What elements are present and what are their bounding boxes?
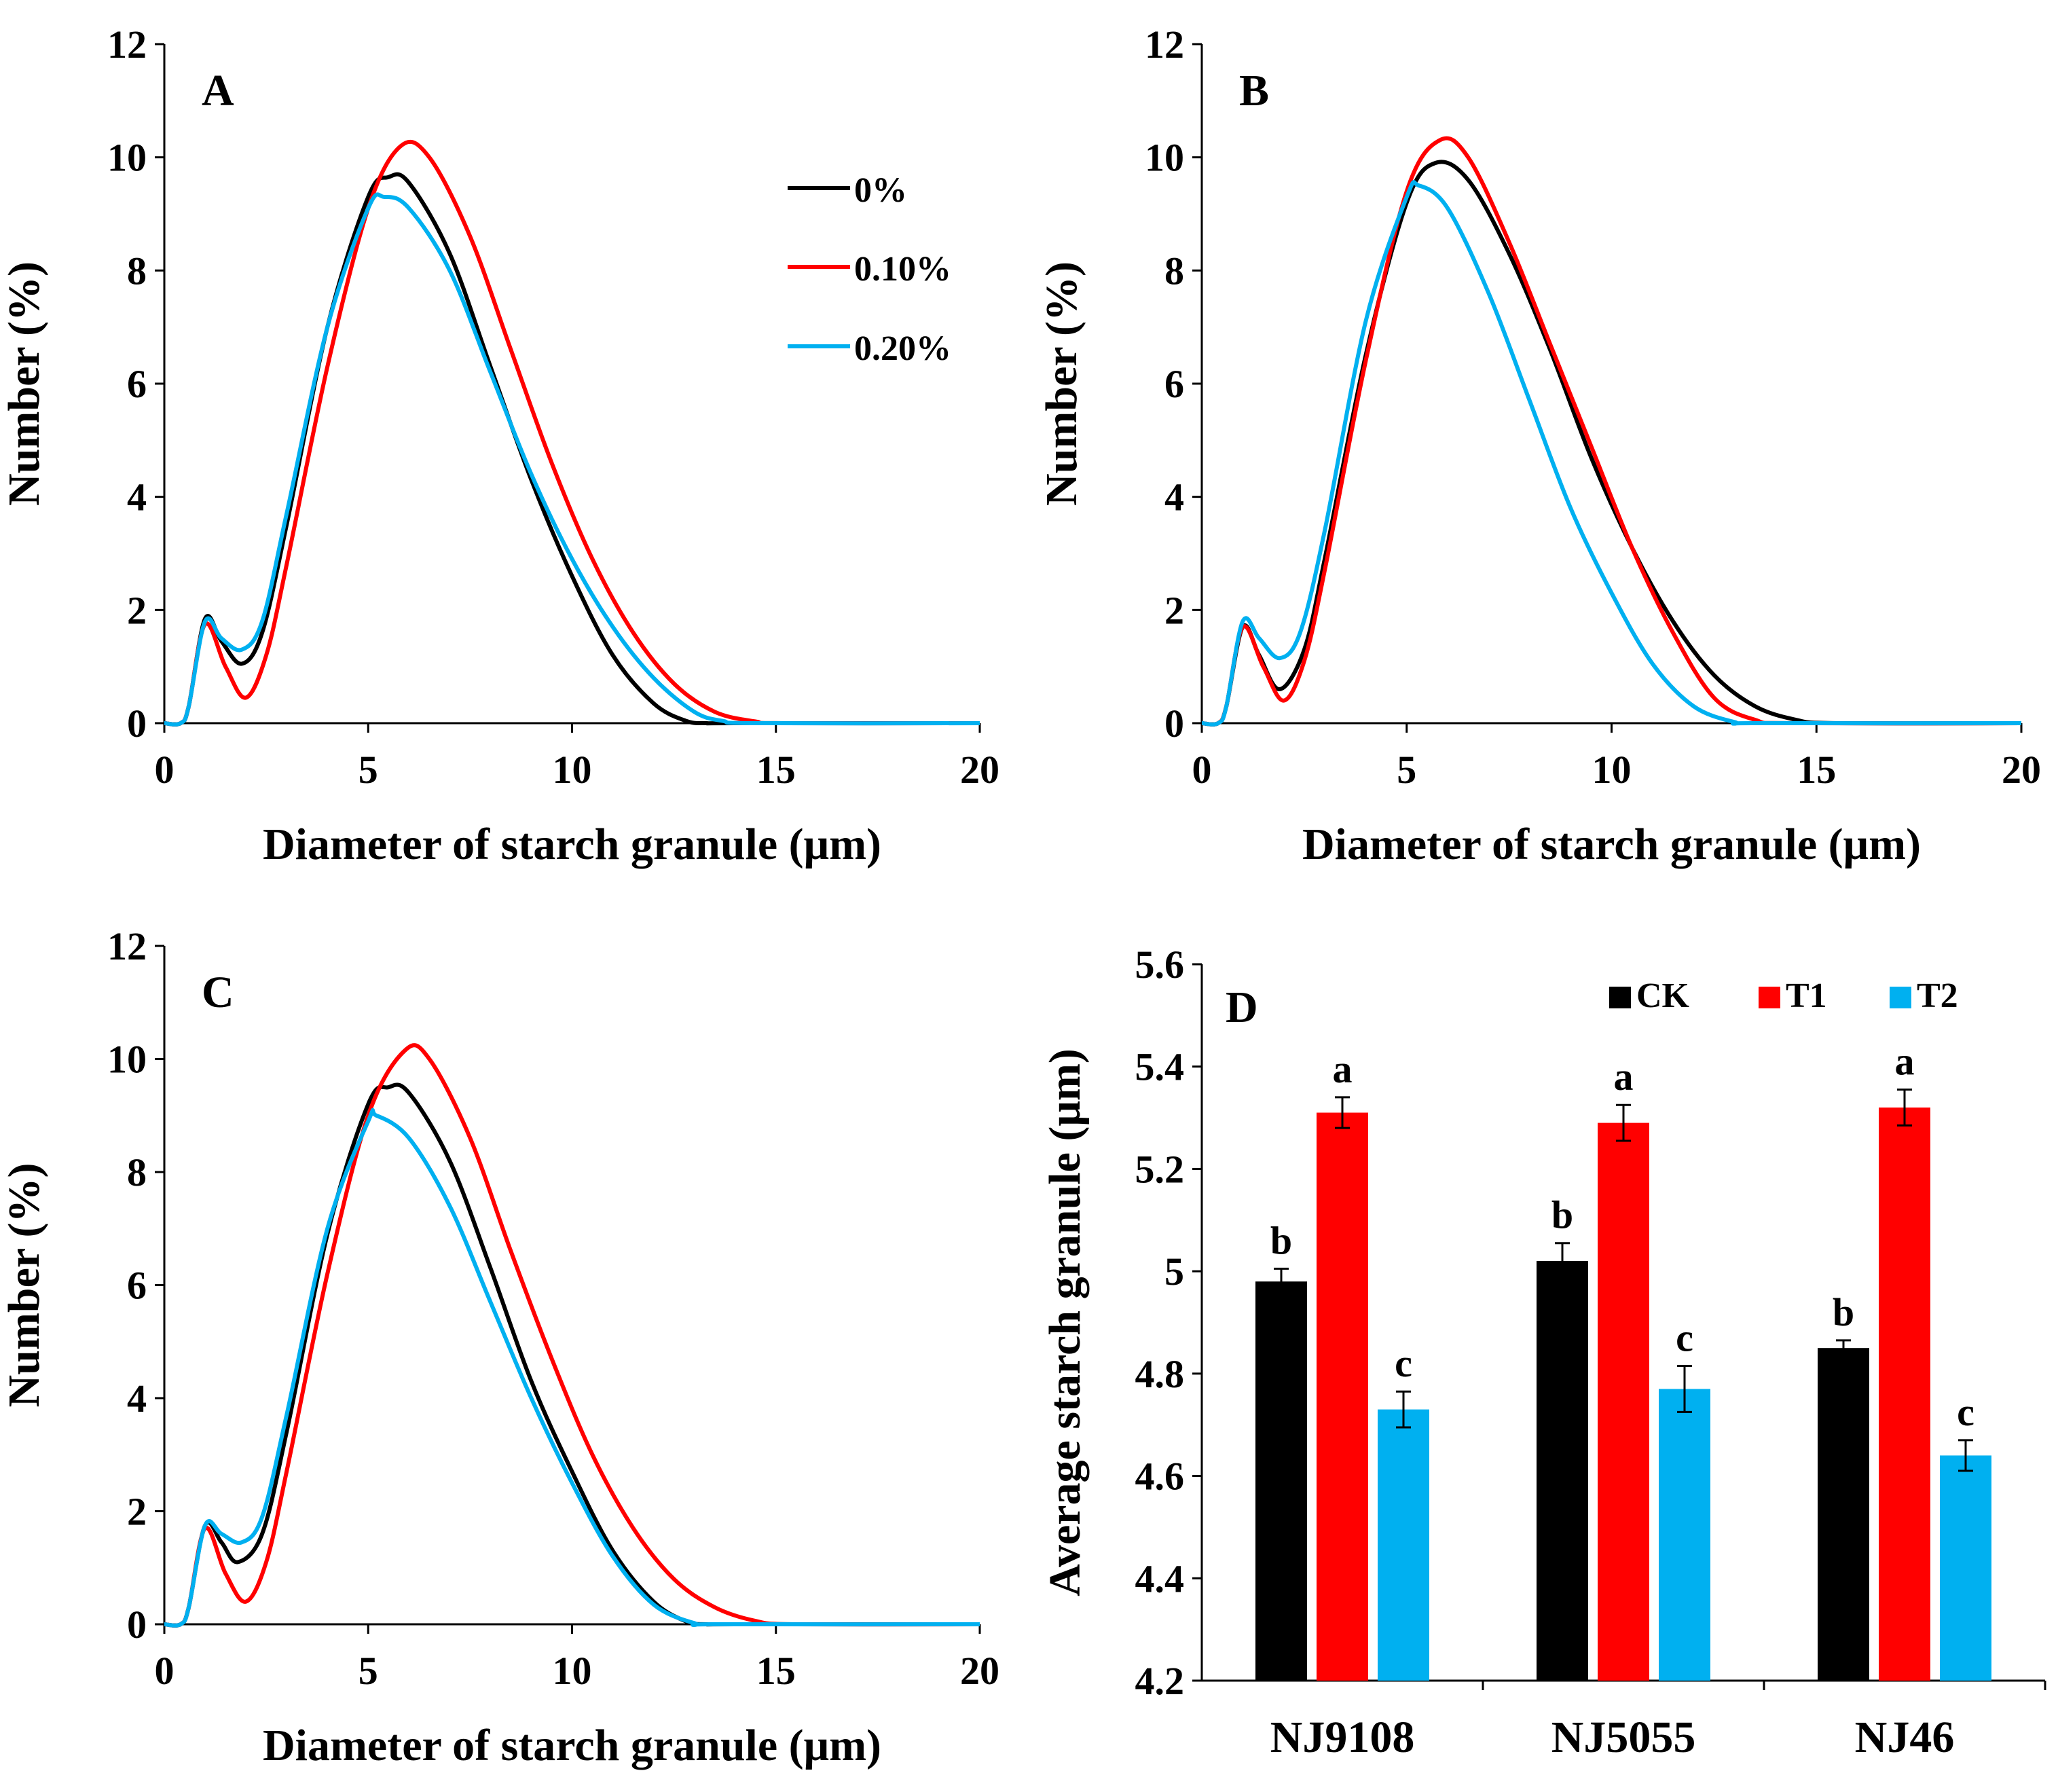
x-tick-label: 0 <box>155 748 174 792</box>
significance-letter: a <box>1614 1055 1634 1099</box>
series-line-0 <box>1201 160 2022 727</box>
legend-label-2: 0.20% <box>854 329 951 368</box>
y-axis-label: Number (%) <box>0 1163 49 1408</box>
panel-c-chart: 0 2 4 6 8 10 12 0 5 10 15 20 Diameter of starch gran… <box>0 924 999 1770</box>
y-tick-label: 4 <box>127 1376 147 1421</box>
y-tick-label: 8 <box>1164 249 1184 293</box>
bar-t1 <box>1317 1112 1368 1681</box>
y-tick-label: 6 <box>1164 362 1184 406</box>
series-line-2 <box>164 1108 980 1628</box>
y-axis-label: Number (%) <box>0 261 49 506</box>
y-tick-label: 4 <box>127 475 147 519</box>
x-axis-label: Diameter of starch granule (μm) <box>263 820 881 869</box>
y-tick-label: 2 <box>127 1490 147 1534</box>
x-tick-label: 5 <box>359 748 378 792</box>
significance-letter: b <box>1270 1218 1292 1262</box>
panel-b-chart: 0 2 4 6 8 10 12 0 5 10 15 20 Diameter of starch gran… <box>1037 22 2041 869</box>
y-tick-label: 5.6 <box>1135 943 1185 987</box>
significance-letter: c <box>1957 1390 1974 1434</box>
legend-swatch-2 <box>1890 987 1911 1008</box>
series-line-2 <box>1201 180 2022 727</box>
series-line-0 <box>164 172 980 727</box>
series-line-1 <box>164 139 980 727</box>
panel-label: B <box>1239 66 1269 115</box>
x-tick-label: 5 <box>1397 748 1416 792</box>
category-label: NJ5055 <box>1551 1713 1696 1762</box>
x-tick-label: 15 <box>756 748 796 792</box>
panel-a-chart: 0 2 4 6 8 10 12 0 5 10 15 20 Diameter of starch gran… <box>0 22 999 869</box>
x-tick-label: 0 <box>155 1649 174 1693</box>
legend-label-1: T1 <box>1786 976 1827 1015</box>
y-tick-label: 5.4 <box>1135 1045 1185 1089</box>
series-line-0 <box>164 1082 980 1628</box>
significance-letter: c <box>1676 1316 1693 1360</box>
x-tick-label: 5 <box>359 1649 378 1693</box>
bar-t2 <box>1378 1409 1429 1681</box>
y-tick-label: 8 <box>127 249 147 293</box>
y-tick-label: 6 <box>127 362 147 406</box>
significance-letter: b <box>1833 1290 1854 1334</box>
bar-ck <box>1255 1281 1307 1681</box>
y-tick-label: 4.8 <box>1135 1352 1185 1396</box>
y-tick-label: 12 <box>1145 22 1184 67</box>
y-tick-label: 10 <box>1145 136 1184 180</box>
bar-ck <box>1537 1261 1588 1681</box>
x-tick-label: 10 <box>1592 748 1632 792</box>
significance-letter: b <box>1551 1193 1573 1237</box>
x-tick-label: 10 <box>553 1649 592 1693</box>
y-axis-label: Average starch granule (μm) <box>1040 1048 1090 1596</box>
panel-d-chart: 4.2 4.4 4.6 4.8 5 5.2 5.4 5.6 Average starch gra… <box>1040 943 2046 1762</box>
x-tick-label: 15 <box>756 1649 796 1693</box>
series-line-1 <box>1201 136 2022 727</box>
y-tick-label: 10 <box>107 1038 147 1082</box>
y-tick-label: 2 <box>1164 588 1184 632</box>
x-tick-label: 0 <box>1192 748 1212 792</box>
y-tick-label: 4.6 <box>1135 1455 1185 1499</box>
y-axis-label: Number (%) <box>1037 261 1086 506</box>
y-tick-label: 2 <box>127 588 147 632</box>
x-tick-label: 20 <box>960 748 999 792</box>
y-tick-label: 6 <box>127 1264 147 1308</box>
y-tick-label: 12 <box>107 924 147 968</box>
panel-label: A <box>202 66 234 115</box>
bar-t2 <box>1940 1455 1991 1681</box>
bar-t1 <box>1879 1108 1930 1681</box>
y-tick-label: 5 <box>1164 1249 1184 1294</box>
significance-letter: c <box>1395 1341 1412 1385</box>
y-tick-label: 0 <box>127 701 147 746</box>
legend-label-1: 0.10% <box>854 250 951 289</box>
x-axis-label: Diameter of starch granule (μm) <box>1302 820 1921 869</box>
y-tick-label: 12 <box>107 22 147 67</box>
bar-t2 <box>1659 1389 1710 1681</box>
significance-letter: a <box>1895 1040 1915 1084</box>
x-tick-label: 15 <box>1797 748 1836 792</box>
legend-label-2: T2 <box>1917 976 1958 1015</box>
legend-label-0: 0% <box>854 171 907 210</box>
y-tick-label: 4.2 <box>1135 1659 1185 1703</box>
panel-label: D <box>1226 983 1258 1032</box>
y-tick-label: 8 <box>127 1150 147 1194</box>
x-tick-label: 10 <box>553 748 592 792</box>
category-label: NJ46 <box>1855 1713 1955 1762</box>
x-tick-label: 20 <box>960 1649 999 1693</box>
series-line-1 <box>164 1043 980 1628</box>
bar-t1 <box>1598 1122 1649 1681</box>
y-tick-label: 4 <box>1164 475 1184 519</box>
x-tick-label: 20 <box>2002 748 2041 792</box>
y-tick-label: 0 <box>127 1603 147 1647</box>
y-tick-label: 0 <box>1164 701 1184 746</box>
legend-swatch-0 <box>1609 987 1631 1008</box>
significance-letter: a <box>1333 1047 1353 1091</box>
category-label: NJ9108 <box>1270 1713 1415 1762</box>
x-axis-label: Diameter of starch granule (μm) <box>263 1721 881 1770</box>
bar-ck <box>1818 1348 1869 1681</box>
legend-swatch-1 <box>1759 987 1780 1008</box>
legend-label-0: CK <box>1636 976 1690 1015</box>
y-tick-label: 10 <box>107 136 147 180</box>
panel-label: C <box>202 968 234 1017</box>
y-tick-label: 5.2 <box>1135 1147 1185 1191</box>
y-tick-label: 4.4 <box>1135 1556 1185 1601</box>
series-line-2 <box>164 192 980 727</box>
